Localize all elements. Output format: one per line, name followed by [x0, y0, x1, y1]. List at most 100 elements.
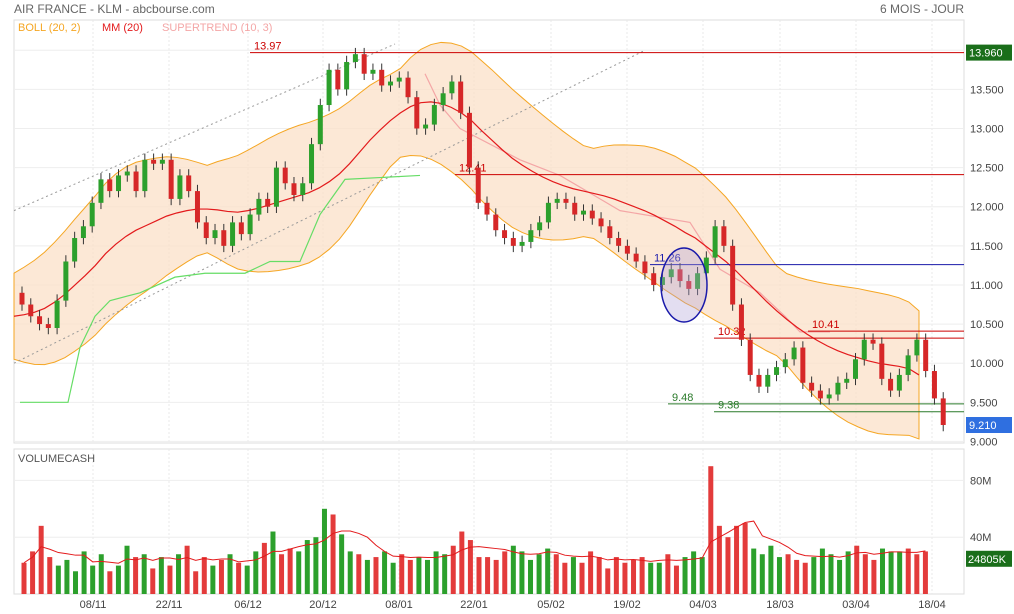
candle-body — [651, 273, 657, 285]
mm20-line — [13, 101, 920, 376]
volume-bar — [485, 557, 491, 594]
candle-body — [177, 175, 183, 199]
candle-body — [344, 61, 350, 90]
trend-line-lower — [13, 49, 646, 364]
candle-body — [668, 269, 674, 278]
moving-average-line — [13, 101, 920, 376]
volume-bar — [227, 554, 233, 594]
candle-body — [835, 382, 841, 395]
candle-body — [475, 167, 481, 203]
candle-body — [747, 339, 753, 375]
candle-body — [230, 222, 236, 246]
volume-bar — [433, 551, 439, 594]
volume-bar — [905, 548, 911, 594]
candle-body — [273, 167, 279, 207]
candle-body — [387, 81, 393, 86]
volume-tag-label: 24805K — [968, 554, 1007, 566]
candle-body — [151, 159, 157, 164]
volume-bar — [279, 554, 285, 594]
volume-bar — [665, 554, 671, 594]
volume-bar — [21, 562, 27, 594]
volume-bar — [854, 545, 860, 594]
candle-body — [335, 69, 341, 90]
volume-bar — [845, 551, 851, 594]
price-panel-frame — [13, 19, 965, 444]
candle-body — [782, 359, 788, 368]
vol-y-tick-label: 40M — [970, 532, 991, 544]
y-tick-label: 11.500 — [970, 241, 1003, 253]
level-label: 10.32 — [718, 326, 746, 338]
candle-body — [581, 210, 587, 215]
candle-body — [502, 230, 508, 239]
volume-bar — [304, 540, 310, 594]
candle-body — [63, 261, 69, 301]
candle-body — [844, 378, 850, 383]
volume-bar — [73, 571, 79, 594]
candle-body — [45, 324, 51, 328]
candle-body — [405, 77, 411, 98]
price-tag-label: 13.960 — [969, 48, 1003, 60]
volume-bar — [373, 557, 379, 594]
x-tick-label: 08/11 — [80, 599, 107, 611]
volume-bar — [424, 559, 430, 594]
volume-bar — [476, 557, 482, 594]
legend-mm: MM (20) — [102, 22, 143, 34]
candle-body — [852, 359, 858, 379]
candle-body — [431, 105, 437, 125]
volume-bar — [450, 545, 456, 594]
x-tick-label: 03/04 — [842, 599, 870, 611]
volume-bar — [734, 525, 740, 594]
volume-bars — [21, 466, 928, 594]
candle-body — [870, 339, 876, 344]
y-tick-label: 10.500 — [970, 319, 1004, 331]
volume-bar — [579, 562, 585, 594]
period-label: 6 MOIS - JOUR — [879, 2, 964, 16]
volume-bar — [648, 562, 654, 594]
candle-body — [168, 159, 174, 199]
candle-body — [256, 198, 262, 215]
volume-bar — [742, 523, 748, 594]
volume-bar — [364, 559, 370, 594]
candle-body — [265, 198, 271, 207]
candle-body — [317, 105, 323, 145]
candle-body — [616, 238, 622, 246]
volume-bar — [467, 540, 473, 594]
candle-body — [730, 245, 736, 305]
candle-body — [54, 300, 60, 328]
candle-body — [124, 171, 130, 176]
volume-bar — [193, 571, 199, 594]
candle-body — [791, 347, 797, 360]
legend-boll: BOLL (20, 2) — [18, 22, 81, 34]
volume-bar — [236, 562, 242, 594]
volume-bar — [38, 525, 44, 594]
candle-body — [712, 226, 718, 258]
volume-bar — [64, 559, 70, 594]
volume-bar — [536, 554, 542, 594]
y-tick-label: 13.500 — [970, 84, 1004, 96]
candle-body — [440, 93, 446, 106]
candle-body — [72, 238, 78, 262]
volume-bar — [879, 548, 885, 594]
volume-bar — [313, 537, 319, 594]
volume-bar — [510, 545, 516, 594]
volume-bar — [691, 551, 697, 594]
volume-bar — [596, 557, 602, 594]
candle-body — [510, 238, 516, 246]
volume-bar — [768, 545, 774, 594]
candle-body — [466, 112, 472, 168]
volume-bar — [356, 554, 362, 594]
candle-body — [589, 210, 595, 219]
x-tick-label: 18/04 — [918, 599, 946, 611]
y-tick-label: 12.500 — [970, 163, 1004, 175]
volume-bar — [107, 571, 113, 594]
volume-bar — [399, 554, 405, 594]
volume-bar — [382, 551, 388, 594]
supertrend-resistance — [424, 73, 830, 333]
candle-body — [914, 339, 920, 356]
x-tick-label: 22/01 — [460, 599, 488, 611]
axes: 08/11 22/11 06/12 20/12 08/01 22/01 05/02 19/02… — [80, 44, 1012, 611]
candle-body — [142, 159, 148, 192]
volume-bar — [30, 551, 36, 594]
volume-bar — [416, 557, 422, 594]
